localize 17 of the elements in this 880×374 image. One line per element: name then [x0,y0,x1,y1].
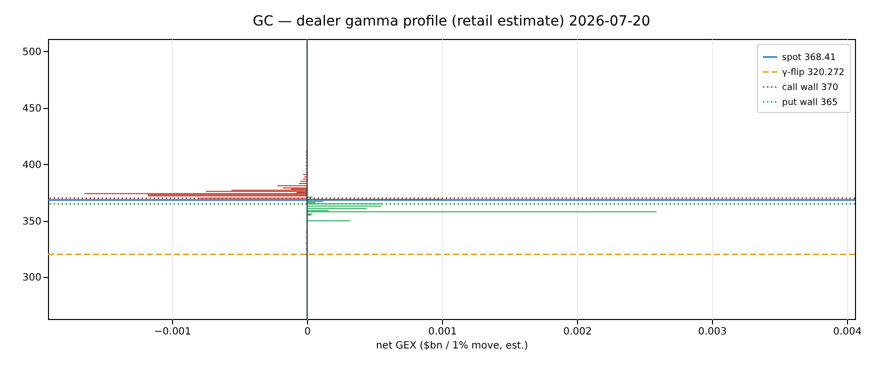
x-axis-title: net GEX ($bn / 1% move, est.) [376,340,528,352]
y-tick-label: 400 [22,160,42,171]
x-tick-label: −0.001 [154,326,192,338]
x-tick-label: 0.001 [428,326,457,338]
x-tick-label: 0.004 [833,326,862,338]
x-tick-label: 0.002 [563,326,592,338]
y-tick-label: 300 [22,272,42,284]
y-tick-label: 350 [22,216,42,228]
legend-label: γ-flip 320.272 [782,68,845,78]
legend-label: put wall 365 [782,98,838,108]
legend-label: call wall 370 [782,83,839,93]
y-tick-label: 500 [22,46,42,58]
legend-label: spot 368.41 [782,53,836,63]
chart-title: GC — dealer gamma profile (retail estimate) 2026-07-20 [252,13,650,30]
x-tick-label: 0.003 [698,326,727,338]
x-tick-label: 0 [304,326,311,338]
y-tick-label: 450 [22,103,42,114]
